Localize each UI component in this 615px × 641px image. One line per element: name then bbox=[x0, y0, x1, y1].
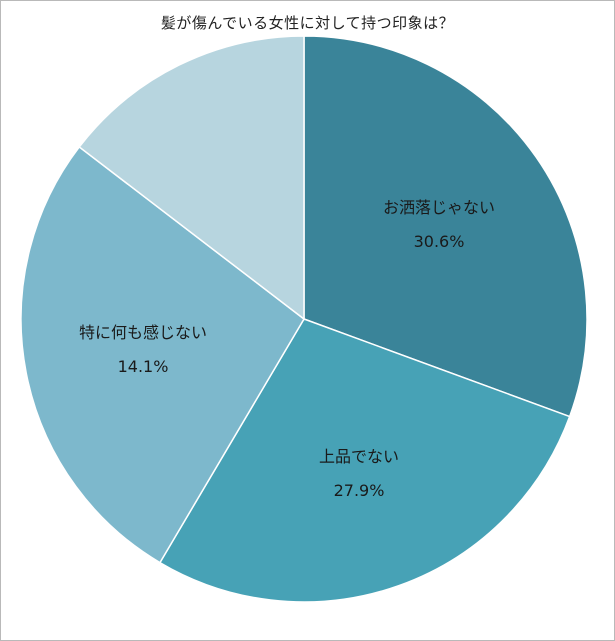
slice-value-text: 30.6% bbox=[413, 232, 465, 251]
pie-slice-2 bbox=[20, 145, 305, 564]
pie-slice-0 bbox=[303, 35, 588, 418]
slice-label-0: お洒落じゃない 30.6% bbox=[383, 200, 495, 250]
slice-label-2: 特に何も感じない 14.1% bbox=[79, 325, 207, 375]
slice-label-text: お洒落じゃない bbox=[383, 198, 496, 217]
slice-label-1: 上品でない 27.9% bbox=[319, 449, 399, 499]
slice-label-text: 上品でない bbox=[319, 447, 400, 466]
slice-label-text: 特に何も感じない bbox=[79, 323, 208, 342]
pie-slices bbox=[20, 35, 588, 603]
pie-slice-3 bbox=[78, 35, 305, 321]
chart-title: 髪が傷んでいる女性に対して持つ印象は？ bbox=[160, 14, 455, 32]
slice-value-text: 14.1% bbox=[117, 357, 169, 376]
slice-value-text: 27.9% bbox=[333, 481, 385, 500]
